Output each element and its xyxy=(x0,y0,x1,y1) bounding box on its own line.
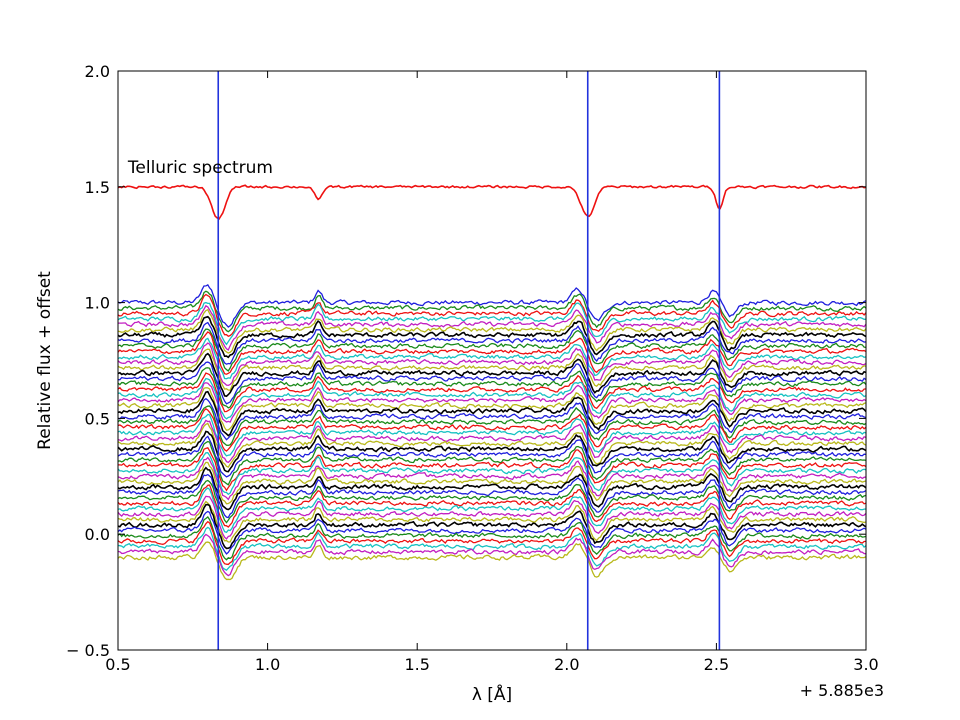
telluric-line-markers xyxy=(217,71,721,650)
spectrum-line xyxy=(117,520,867,566)
spectrum-line xyxy=(117,377,867,420)
spectrum-line xyxy=(117,419,867,464)
x-offset-label: + 5.885e3 xyxy=(800,681,884,700)
y-axis-label: Relative flux + offset xyxy=(35,271,55,450)
spectrum-line xyxy=(117,308,867,354)
y-tick-label: − 0.5 xyxy=(66,641,110,660)
spectrum-line xyxy=(117,422,867,468)
spectrum-line xyxy=(117,301,867,346)
spectrum-line xyxy=(117,321,867,365)
spectrum-line xyxy=(117,284,867,328)
spectrum-line xyxy=(117,495,867,540)
spectrum-line xyxy=(117,484,867,528)
x-axis-label: λ [Å] xyxy=(472,683,512,705)
spectrum-line xyxy=(117,503,867,550)
y-tick-label: 1.0 xyxy=(85,294,110,313)
spectrum-line xyxy=(117,461,867,505)
spectrum-line xyxy=(117,390,867,437)
spectrum-line xyxy=(117,516,867,561)
spectrum-line xyxy=(118,304,867,351)
spectrum-line xyxy=(117,526,867,572)
spectrum-line xyxy=(118,361,867,405)
spectrum-line xyxy=(117,290,867,333)
spectrum-line xyxy=(117,337,867,380)
spectrum-line xyxy=(117,352,867,398)
spectrum-line xyxy=(117,331,867,375)
x-tick-label: 2.0 xyxy=(554,655,579,674)
axis-ticks: 0.5 1.0 1.5 2.0 2.5 3.0 − 0.5 0.0 0.5 1.0 1.5 2.0 xyxy=(66,62,879,674)
spectrum-line xyxy=(117,487,867,534)
spectrum-line xyxy=(117,387,867,431)
spectrum-line xyxy=(117,367,867,409)
x-tick-label: 1.0 xyxy=(255,655,280,674)
spectrum-line xyxy=(117,382,867,423)
spectrum-line xyxy=(117,348,867,391)
spectrum-line xyxy=(117,430,867,473)
x-tick-label: 1.5 xyxy=(404,655,429,674)
spectrum-line xyxy=(117,500,867,543)
y-tick-label: 0.5 xyxy=(85,409,110,428)
plot-frame xyxy=(117,70,867,651)
y-tick-label: 2.0 xyxy=(85,62,110,81)
spectrum-line xyxy=(117,435,867,478)
spectrum-line xyxy=(117,440,867,486)
x-tick-label: 2.5 xyxy=(704,655,729,674)
y-tick-label: 0.0 xyxy=(85,525,110,544)
spectrum-line xyxy=(118,447,867,492)
telluric-spectrum xyxy=(117,184,867,221)
spectrum-line xyxy=(117,405,867,447)
spectrum-line xyxy=(117,328,867,372)
spectrum-line xyxy=(117,372,867,413)
spectrum-line xyxy=(117,510,867,555)
spectrum-line xyxy=(117,407,867,452)
x-tick-label: 0.5 xyxy=(105,655,130,674)
telluric-line xyxy=(117,184,867,221)
spectrum-line xyxy=(117,293,867,337)
spectrum-line xyxy=(117,413,867,457)
spectrum-line xyxy=(117,479,867,524)
spectrum-line xyxy=(117,452,867,496)
spectrum-line xyxy=(117,456,867,501)
y-tick-label: 1.5 xyxy=(85,178,110,197)
spectrum-line xyxy=(117,541,867,581)
spectrum-line xyxy=(117,473,867,519)
spectrum-line xyxy=(117,466,867,511)
spectrum-line xyxy=(117,533,867,577)
spectrum-line xyxy=(117,315,867,359)
stacked-spectra xyxy=(117,284,867,581)
x-tick-label: 3.0 xyxy=(853,655,878,674)
spectrum-line xyxy=(117,397,867,441)
telluric-annotation: Telluric spectrum xyxy=(127,158,273,178)
spectrum-line xyxy=(117,342,867,386)
